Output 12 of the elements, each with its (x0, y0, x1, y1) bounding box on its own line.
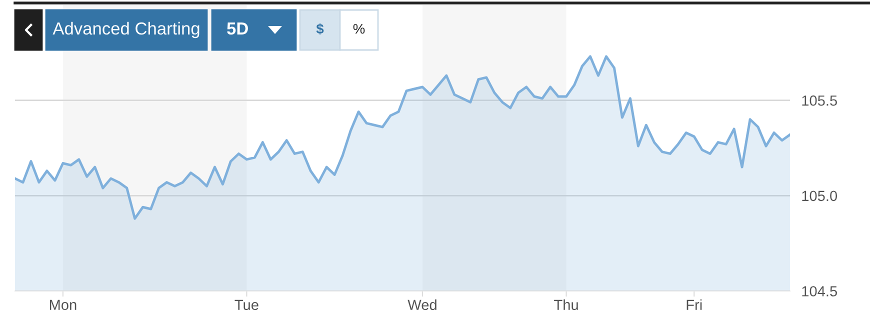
x-tick-label: Thu (554, 299, 578, 310)
x-tick-label: Tue (234, 300, 258, 310)
x-tick-label: Fri (686, 299, 702, 310)
annotation: Advanced Charting (52, 22, 200, 38)
annotation: $ (316, 23, 324, 35)
y-tick-label: 105.0 (802, 190, 838, 202)
annotation: % (353, 24, 365, 34)
x-tick-label: Wed (408, 299, 436, 310)
x-tick-label: Mon (50, 300, 76, 310)
y-tick-label: 104.5 (802, 286, 837, 296)
y-tick-label: 105.5 (802, 95, 837, 106)
annotation: 5D (227, 22, 248, 35)
